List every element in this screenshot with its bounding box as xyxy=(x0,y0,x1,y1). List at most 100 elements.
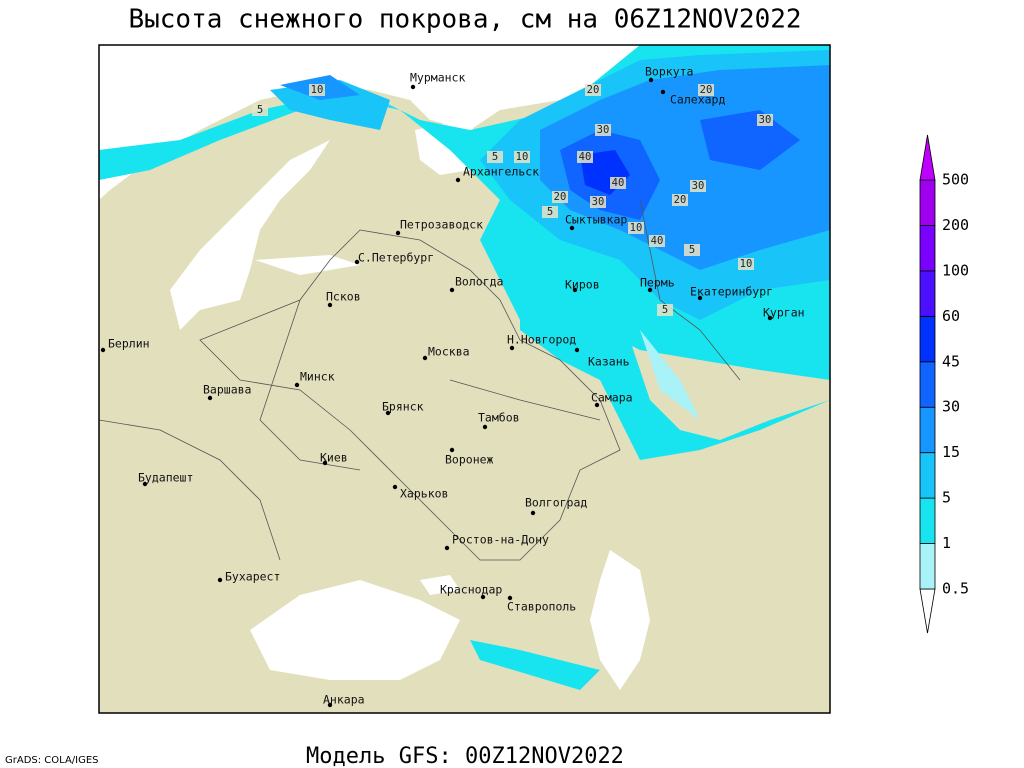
city-label: Псков xyxy=(326,290,361,304)
city-dot xyxy=(395,230,401,236)
credit: GrADS: COLA/IGES xyxy=(5,755,99,766)
city-label: Ставрополь xyxy=(507,600,576,614)
city-dot xyxy=(100,347,106,353)
contour-label: 30 xyxy=(692,180,705,192)
arctic-sea xyxy=(99,45,640,200)
city-dot xyxy=(569,225,575,231)
black-sea xyxy=(250,575,460,680)
city-dot xyxy=(574,347,580,353)
contour-label-box xyxy=(590,196,606,208)
city-label: Варшава xyxy=(203,383,251,397)
city-label: Волгоград xyxy=(525,496,587,510)
city-dot xyxy=(648,77,654,83)
contour-label-box xyxy=(252,104,268,116)
city-label: Бухарест xyxy=(225,570,280,584)
contour-label: 10 xyxy=(311,84,324,96)
borders xyxy=(199,229,621,561)
borders-2 xyxy=(99,199,741,561)
contour-label-box xyxy=(585,84,601,96)
contour-label-box xyxy=(595,124,611,136)
contour-label-box xyxy=(514,151,530,163)
city-dot xyxy=(767,315,773,321)
city-dot xyxy=(449,447,455,453)
city-dot xyxy=(697,295,703,301)
colorbar-segment xyxy=(919,315,936,363)
colorbar-label: 60 xyxy=(942,307,960,325)
baltic-sea xyxy=(170,140,360,330)
snow-caucasus xyxy=(470,640,600,690)
contour-label: 5 xyxy=(257,104,263,116)
contour-label: 5 xyxy=(689,244,695,256)
map-frame xyxy=(98,44,831,714)
city-label: Петрозаводск xyxy=(400,218,483,232)
colorbar-label: 200 xyxy=(942,216,969,234)
contour-label-box xyxy=(577,151,593,163)
contour-label-box xyxy=(542,206,558,218)
colorbar-segment xyxy=(919,543,936,590)
colorbar-segment xyxy=(919,452,936,499)
contour-label-box xyxy=(610,177,626,189)
colorbar-label: 45 xyxy=(942,352,960,370)
contour-label-box xyxy=(738,258,754,270)
colorbar-segment xyxy=(919,406,936,454)
contour-label: 20 xyxy=(587,84,600,96)
snow-0.5 xyxy=(640,330,700,420)
colorbar-label: 1 xyxy=(942,534,951,552)
colorbar-label: 5 xyxy=(942,489,951,507)
city-label: Н.Новгород xyxy=(507,333,576,347)
contour-label-box xyxy=(684,244,700,256)
contour-label: 10 xyxy=(516,151,529,163)
city-label: Харьков xyxy=(400,487,448,501)
city-label: Архангельск xyxy=(463,165,539,179)
city-dot xyxy=(322,460,328,466)
contour-label: 20 xyxy=(554,191,567,203)
city-dot xyxy=(207,395,213,401)
contour-label: 10 xyxy=(740,258,753,270)
city-dot xyxy=(480,594,486,600)
contour-label-box xyxy=(690,180,706,192)
cities: Мурманск Воркута Салехард Архангельск Сыктыв… xyxy=(100,65,805,708)
contour-label: 5 xyxy=(492,151,498,163)
city-dot xyxy=(410,84,416,90)
city-dot xyxy=(142,481,148,487)
city-label: Воркута xyxy=(645,65,693,79)
contour-label: 30 xyxy=(592,196,605,208)
map: Мурманск Воркута Салехард Архангельск Сыктыв… xyxy=(98,44,831,714)
colorbar-high-triangle xyxy=(919,134,936,181)
city-dot xyxy=(385,410,391,416)
contour-label-box xyxy=(309,84,325,96)
city-dot xyxy=(422,355,428,361)
snow-15-30 xyxy=(280,65,830,270)
city-dot xyxy=(572,287,578,293)
contour-label: 30 xyxy=(759,114,772,126)
colorbar-label: 500 xyxy=(942,171,969,189)
contour-label-box xyxy=(552,191,568,203)
city-label: Вологда xyxy=(455,275,503,289)
colorbar-segment xyxy=(919,179,936,226)
city-label: Анкара xyxy=(323,693,365,707)
contour-label-box xyxy=(628,222,644,234)
city-dot xyxy=(530,510,536,516)
city-dot xyxy=(354,259,360,265)
city-dot xyxy=(449,287,455,293)
city-label: Салехард xyxy=(670,93,725,107)
city-label: Тамбов xyxy=(478,411,520,425)
caspian-sea xyxy=(590,550,650,690)
contour-label: 20 xyxy=(674,194,687,206)
city-label: Курган xyxy=(763,306,805,320)
colorbar-segment xyxy=(919,270,936,317)
contour-label: 20 xyxy=(700,84,713,96)
city-label: Киев xyxy=(320,451,348,465)
city-label: Сыктывкар xyxy=(565,213,627,227)
city-dot xyxy=(327,302,333,308)
colorbar-segment xyxy=(919,497,936,544)
city-label: Москва xyxy=(428,345,470,359)
contour-label: 10 xyxy=(630,222,643,234)
city-label: Будапешт xyxy=(138,471,193,485)
contour-label: 40 xyxy=(651,235,664,247)
city-dot xyxy=(327,702,333,708)
contour-label: 40 xyxy=(612,177,625,189)
contour-label-box xyxy=(657,304,673,316)
city-dot xyxy=(647,287,653,293)
